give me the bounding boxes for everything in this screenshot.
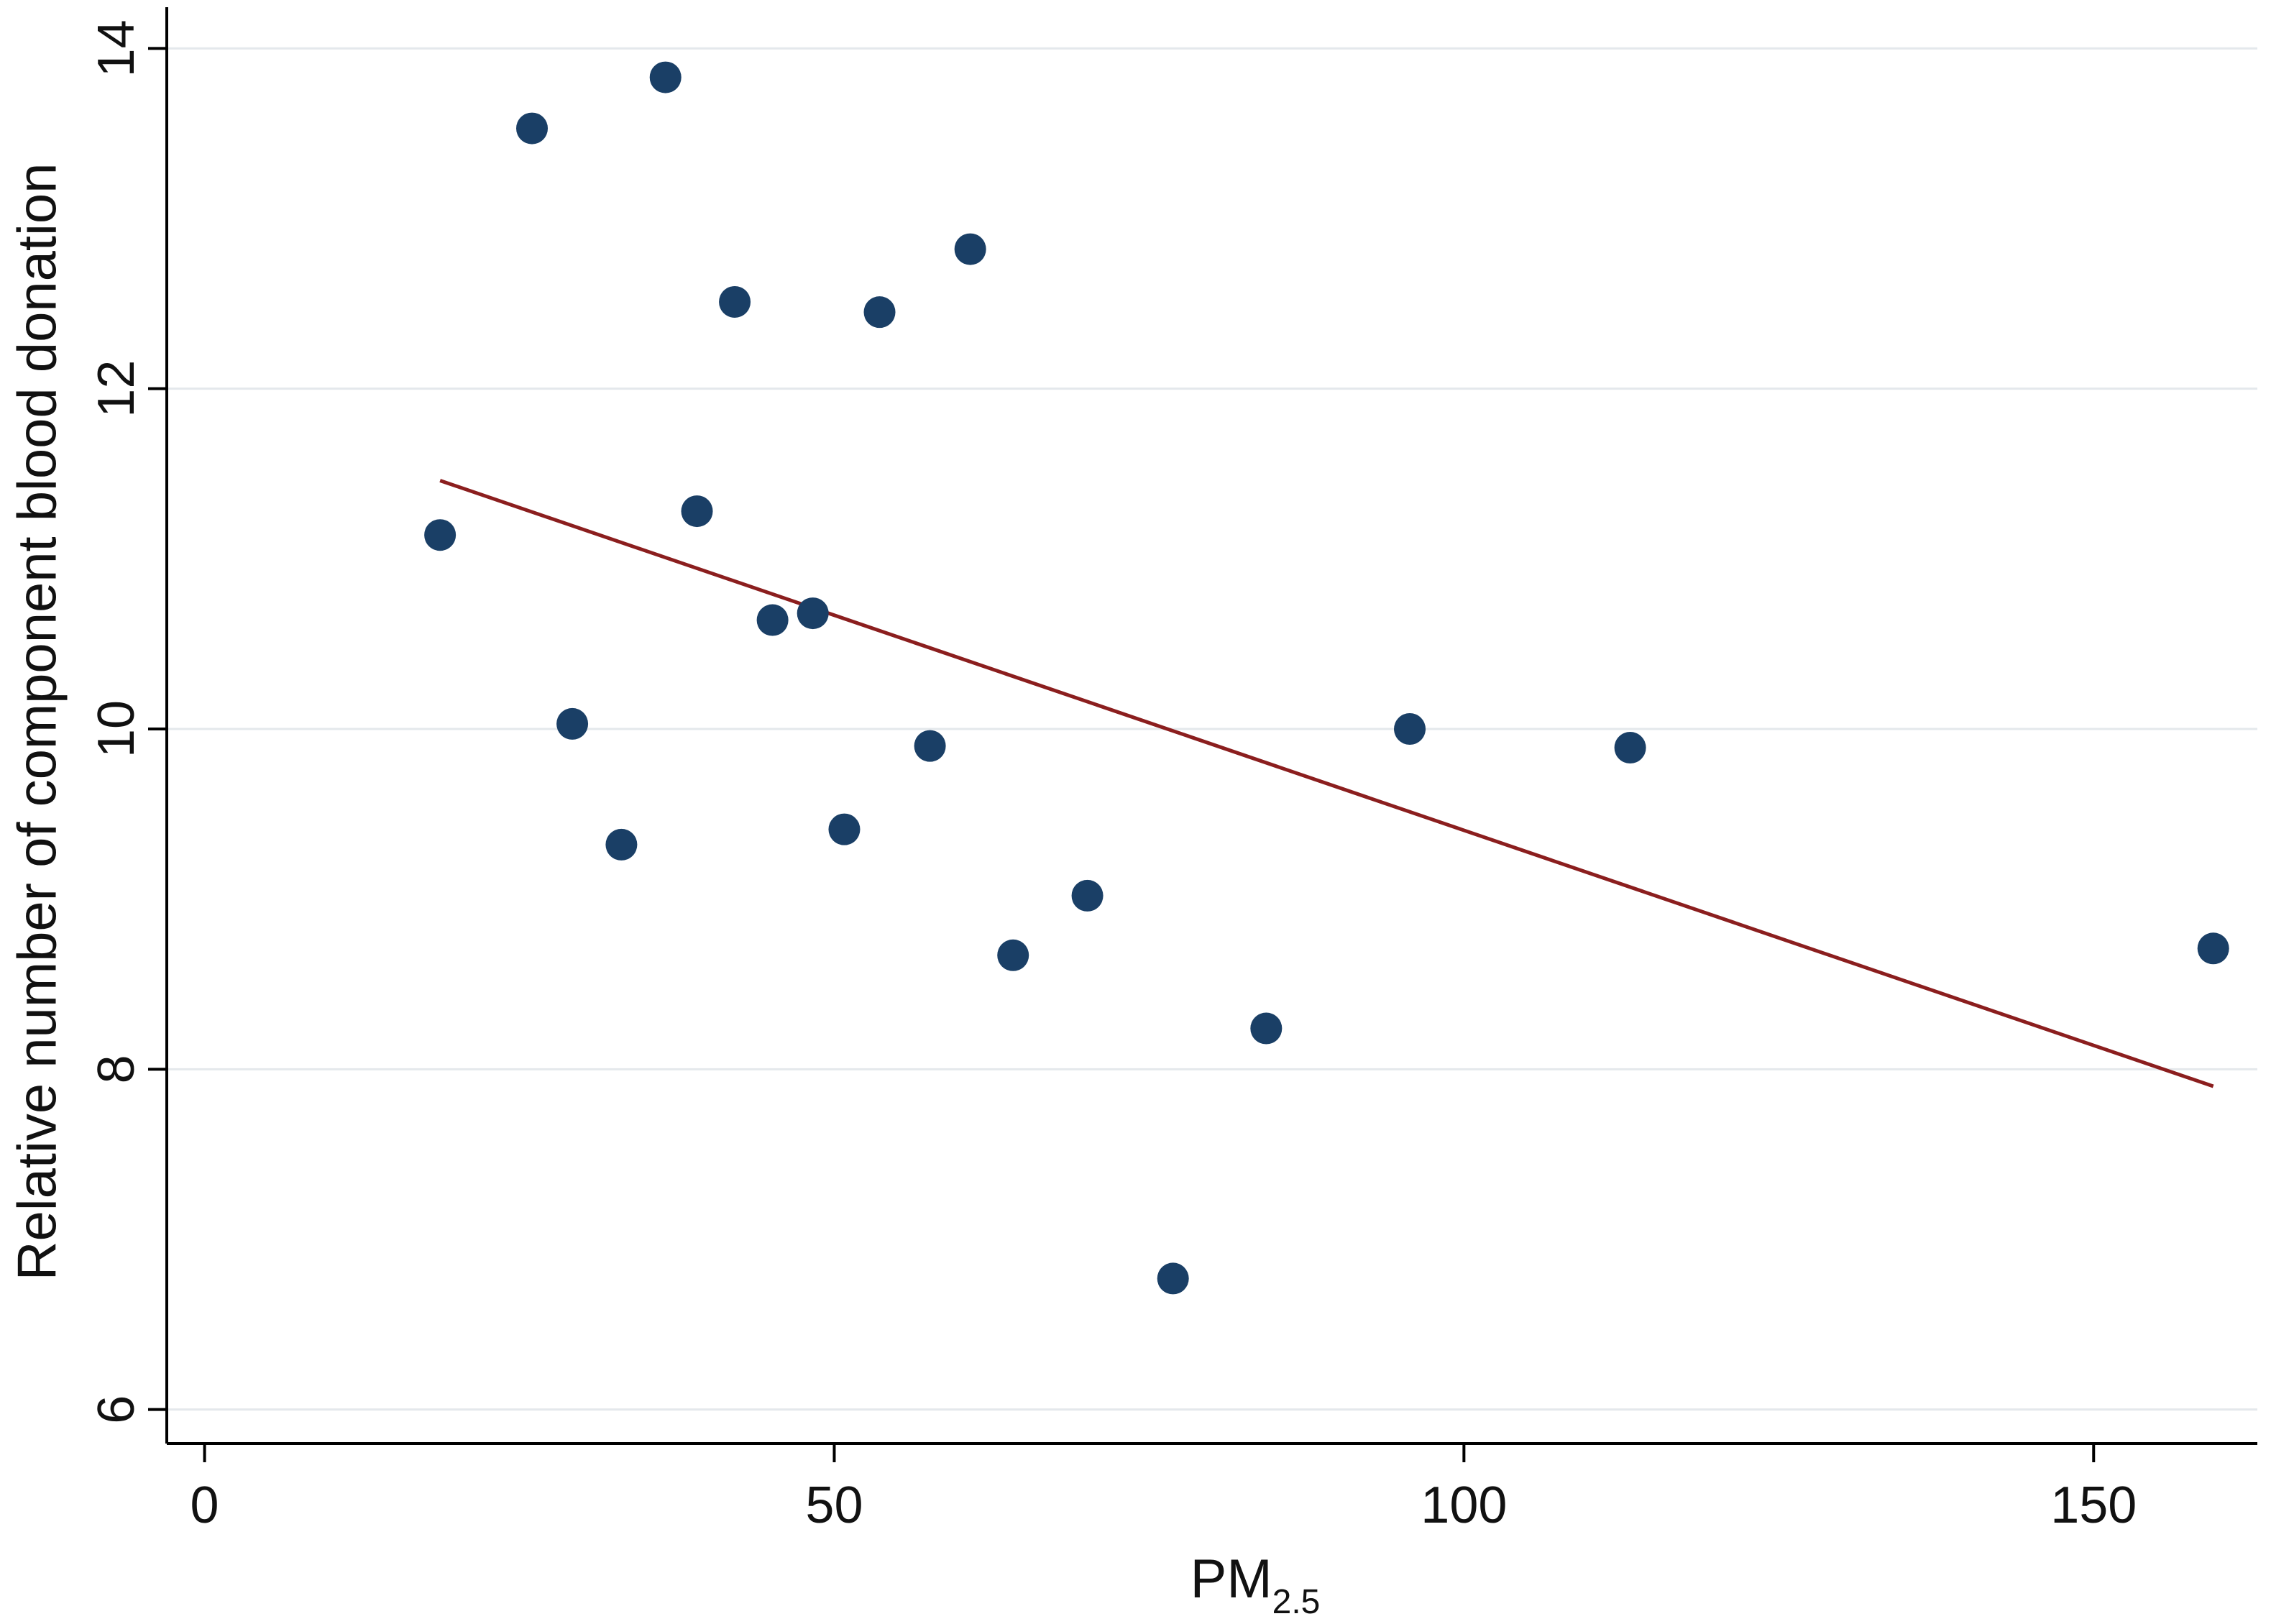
data-point-3 <box>556 707 589 740</box>
data-point-12 <box>914 730 946 762</box>
x-tick-label-100: 100 <box>1421 1477 1507 1534</box>
fit-line-group <box>439 479 2214 1088</box>
axes <box>165 7 2257 1445</box>
data-point-20 <box>2197 932 2229 965</box>
data-point-2 <box>516 112 549 144</box>
y-tick-label-12: 12 <box>88 360 145 418</box>
data-points <box>424 61 2229 1295</box>
data-point-16 <box>1157 1262 1189 1295</box>
data-point-14 <box>997 939 1029 971</box>
data-point-10 <box>828 813 861 845</box>
y-tick-label-14: 14 <box>88 19 145 77</box>
y-ticks: 6 8 10 12 14 <box>88 19 167 1424</box>
y-axis-title: Relative number of component blood donat… <box>7 163 68 1281</box>
y-tick-label-8: 8 <box>88 1055 145 1083</box>
x-axis-title-subscript: 2.5 <box>1272 1583 1321 1621</box>
data-point-6 <box>681 495 713 528</box>
y-tick-label-10: 10 <box>88 700 145 758</box>
data-point-13 <box>954 233 986 265</box>
data-point-4 <box>605 828 638 861</box>
x-tick-label-50: 50 <box>805 1477 863 1534</box>
x-tick-label-0: 0 <box>191 1477 219 1534</box>
x-ticks: 0 50 100 150 <box>191 1444 2137 1534</box>
x-tick-label-150: 150 <box>2050 1477 2137 1534</box>
fitted-regression-line <box>439 479 2214 1088</box>
data-point-5 <box>649 61 682 93</box>
data-point-17 <box>1250 1012 1283 1045</box>
data-point-1 <box>424 519 457 551</box>
data-point-8 <box>756 604 789 636</box>
x-axis-title-main: PM <box>1190 1549 1272 1610</box>
data-point-18 <box>1394 713 1426 745</box>
x-axis-title: PM2.5 <box>1190 1549 1321 1621</box>
data-point-15 <box>1071 879 1104 912</box>
gridlines <box>167 47 2257 1411</box>
y-tick-label-6: 6 <box>88 1395 145 1424</box>
data-point-7 <box>719 285 751 318</box>
data-point-9 <box>797 597 829 630</box>
data-point-19 <box>1614 732 1646 764</box>
data-point-11 <box>863 296 896 329</box>
